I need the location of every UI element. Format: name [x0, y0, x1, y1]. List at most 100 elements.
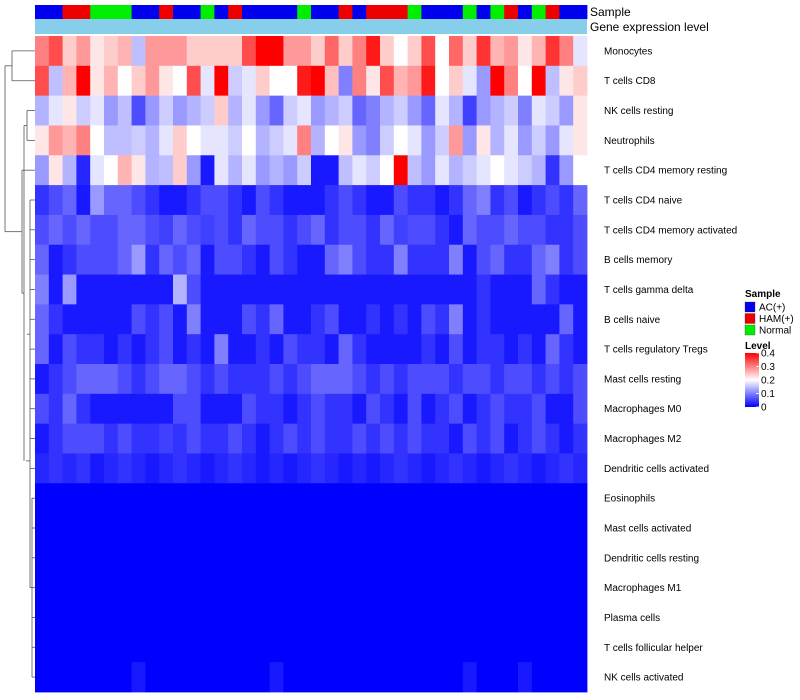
heatmap-cell [338, 125, 353, 156]
heatmap-cell [380, 632, 395, 663]
heatmap-cell [200, 364, 215, 395]
heatmap-cell [228, 36, 243, 67]
heatmap-cell [297, 483, 312, 514]
heatmap-cell [380, 65, 395, 97]
heatmap-cell [35, 155, 50, 186]
heatmap-cell [186, 483, 201, 514]
heatmap-cell [476, 334, 491, 365]
heatmap-cell [380, 95, 395, 126]
heatmap-cell [214, 155, 229, 186]
heatmap-cell [311, 632, 326, 663]
heatmap-cell [421, 393, 436, 425]
heatmap-cell [76, 95, 91, 126]
heatmap-cell [380, 572, 395, 603]
heatmap-cell [573, 453, 588, 484]
heatmap-cell [338, 632, 353, 663]
heatmap-cell [476, 602, 491, 633]
heatmap-cell [200, 423, 215, 454]
heatmap-cell [531, 393, 546, 425]
heatmap-cell [462, 572, 477, 603]
heatmap-cell [173, 393, 188, 425]
heatmap-cell [366, 155, 381, 186]
heatmap-cell [545, 155, 560, 186]
heatmap-cell [48, 36, 63, 67]
heatmap-cell [435, 364, 450, 395]
heatmap-cell [311, 65, 326, 97]
heatmap-cell [131, 65, 146, 97]
heatmap-cell [421, 36, 436, 67]
heatmap-cell [393, 364, 408, 395]
heatmap-cell [269, 65, 284, 97]
heatmap-cell [200, 304, 215, 335]
heatmap-cell [352, 572, 367, 603]
heatmap-cell [145, 513, 160, 544]
heatmap-cell [324, 334, 339, 365]
heatmap-cell [366, 304, 381, 335]
heatmap-cell [159, 185, 174, 216]
heatmap-cell [131, 155, 146, 186]
sample-annotation-cell [393, 5, 408, 19]
heatmap-cell [90, 423, 105, 454]
heatmap-cell [242, 65, 257, 97]
heatmap-cell [435, 453, 450, 484]
heatmap-cell [104, 632, 119, 663]
heatmap-cell [518, 244, 533, 275]
heatmap-cell [62, 483, 77, 514]
heatmap-cell [76, 393, 91, 425]
heatmap-cell [48, 632, 63, 663]
heatmap-cell [380, 185, 395, 216]
heatmap-cell [90, 65, 105, 97]
heatmap-cell [117, 95, 132, 126]
heatmap-cell [48, 244, 63, 275]
heatmap-cell [228, 513, 243, 544]
heatmap-cell [186, 602, 201, 633]
heatmap-cell [559, 185, 574, 216]
heatmap-cell [131, 602, 146, 633]
heatmap-cell [573, 244, 588, 275]
heatmap-cell [366, 244, 381, 275]
legend-level-title: Level [745, 341, 771, 352]
heatmap-cell [338, 334, 353, 365]
sample-annotation-cell [269, 5, 284, 19]
heatmap-cell [90, 155, 105, 186]
heatmap-cell [559, 155, 574, 186]
heatmap-cell [62, 513, 77, 544]
heatmap-cell [186, 513, 201, 544]
heatmap-cell [48, 304, 63, 335]
heatmap-cell [228, 364, 243, 395]
heatmap-cell [462, 155, 477, 186]
heatmap-cell [76, 423, 91, 454]
row-label: Dendritic cells activated [604, 464, 709, 475]
heatmap-cell [380, 513, 395, 544]
row-label: T cells CD8 [604, 76, 656, 87]
heatmap-cell [242, 125, 257, 156]
heatmap-cell [186, 125, 201, 156]
heatmap-cell [545, 662, 560, 693]
heatmap-cell [545, 453, 560, 484]
heatmap-cell [297, 364, 312, 395]
heatmap-cell [393, 334, 408, 365]
heatmap-cell [186, 244, 201, 275]
heatmap-cell [518, 513, 533, 544]
legend-group-label: AC(+) [759, 303, 785, 314]
heatmap-cell [228, 393, 243, 425]
heatmap-cell [490, 364, 505, 395]
heatmap-cell [76, 304, 91, 335]
heatmap-cell [352, 662, 367, 693]
heatmap-cell [573, 125, 588, 156]
heatmap-cell [338, 662, 353, 693]
heatmap-cell [490, 274, 505, 305]
heatmap-cell [352, 393, 367, 425]
heatmap-cell [90, 662, 105, 693]
row-labels: Monocytes T cells CD8 NK cells resting Neut… [604, 46, 737, 683]
heatmap-cell [421, 632, 436, 663]
heatmap-cell [338, 453, 353, 484]
heatmap-cell [573, 304, 588, 335]
heatmap-cell [421, 334, 436, 365]
heatmap-cell [117, 513, 132, 544]
heatmap-cell [228, 125, 243, 156]
heatmap-cell [48, 393, 63, 425]
heatmap-cell [380, 453, 395, 484]
sample-annotation-cell [407, 5, 422, 19]
heatmap-cell [311, 602, 326, 633]
